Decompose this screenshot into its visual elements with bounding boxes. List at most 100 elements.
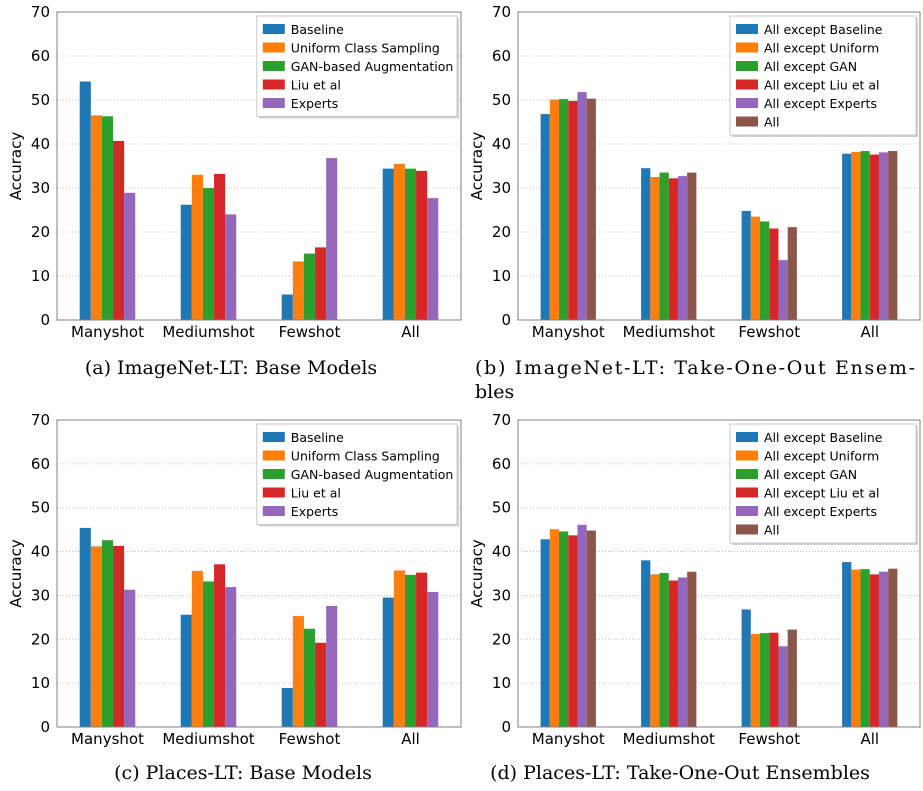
legend-label: All except Baseline bbox=[764, 430, 883, 445]
legend-box bbox=[729, 15, 917, 136]
bar bbox=[202, 188, 215, 320]
bar bbox=[315, 247, 327, 320]
plot-frame bbox=[517, 11, 921, 321]
x-tick-label: Mediumshot bbox=[162, 730, 254, 748]
y-tick-label: 0 bbox=[501, 718, 511, 736]
legend-swatch bbox=[262, 487, 285, 498]
bar bbox=[586, 98, 596, 321]
legend-swatch bbox=[736, 524, 758, 535]
legend-box bbox=[256, 15, 458, 117]
y-tick-label: 10 bbox=[492, 267, 511, 285]
y-tick-label: 20 bbox=[492, 630, 511, 648]
bar bbox=[750, 216, 761, 320]
bar bbox=[214, 173, 226, 320]
bar bbox=[559, 99, 569, 321]
plot-frame bbox=[56, 11, 462, 321]
y-tick-label: 70 bbox=[31, 411, 50, 429]
bar bbox=[214, 564, 226, 727]
legend-label: Uniform Class Sampling bbox=[291, 449, 440, 464]
bar bbox=[292, 616, 304, 727]
bar bbox=[668, 580, 678, 727]
bar bbox=[659, 172, 669, 320]
y-tick-label: 70 bbox=[492, 3, 511, 21]
x-tick-label: Manyshot bbox=[71, 730, 144, 748]
bar bbox=[549, 99, 560, 320]
y-tick-label: 70 bbox=[31, 3, 50, 21]
caption-continued: bles bbox=[475, 381, 514, 403]
x-tick-label: Mediumshot bbox=[162, 323, 254, 341]
legend-label: All except Uniform bbox=[764, 449, 879, 464]
bar bbox=[586, 530, 596, 727]
legend-box bbox=[256, 423, 458, 525]
y-tick-label: 50 bbox=[492, 91, 511, 109]
legend-label: All except Baseline bbox=[764, 22, 883, 37]
bar bbox=[778, 260, 788, 320]
y-tick-label: 50 bbox=[31, 91, 50, 109]
bar bbox=[404, 574, 417, 727]
bar bbox=[90, 115, 102, 321]
bar bbox=[124, 589, 136, 727]
caption: (c) Places-LT: Base Models bbox=[114, 762, 372, 784]
legend-swatch bbox=[736, 469, 758, 479]
bar bbox=[101, 116, 114, 320]
y-tick-label: 30 bbox=[492, 179, 511, 197]
legend-swatch bbox=[262, 79, 285, 90]
legend-swatch bbox=[736, 487, 758, 498]
legend-swatch bbox=[736, 24, 758, 34]
legend-label: All except Uniform bbox=[764, 41, 879, 56]
bar bbox=[842, 153, 852, 320]
y-tick-label: 30 bbox=[31, 586, 50, 604]
bar bbox=[326, 158, 338, 320]
bar bbox=[292, 261, 304, 320]
legend-label: Baseline bbox=[291, 22, 344, 37]
bar bbox=[568, 535, 578, 727]
bar bbox=[281, 294, 293, 320]
bar bbox=[641, 560, 651, 727]
legend-label: All except Experts bbox=[764, 504, 877, 519]
legend-label: Experts bbox=[291, 96, 338, 111]
bar bbox=[79, 81, 91, 321]
bar bbox=[650, 574, 660, 727]
panel-places-base-models: 0 10 20 30 40 50 60 70 Accuracy Manyshot Mediumsho… bbox=[7, 411, 462, 784]
legend-swatch bbox=[262, 450, 285, 461]
bar bbox=[677, 176, 688, 320]
y-tick-label: 60 bbox=[492, 455, 511, 473]
y-tick-label: 0 bbox=[40, 311, 50, 329]
legend-label: All except GAN bbox=[764, 59, 857, 74]
y-tick-label: 60 bbox=[31, 47, 50, 65]
y-tick-label: 50 bbox=[492, 499, 511, 517]
bar bbox=[760, 633, 770, 727]
bar bbox=[124, 192, 136, 320]
bar bbox=[393, 163, 405, 320]
bar bbox=[382, 597, 394, 727]
legend-swatch bbox=[736, 432, 758, 442]
legend-label: Uniform Class Sampling bbox=[291, 41, 440, 56]
bar bbox=[416, 572, 428, 727]
x-tick-label: Mediumshot bbox=[623, 323, 715, 341]
bar bbox=[860, 151, 870, 320]
bar bbox=[303, 253, 316, 320]
bar bbox=[568, 100, 578, 320]
y-tick-label: 50 bbox=[31, 499, 50, 517]
x-tick-label: Manyshot bbox=[71, 323, 144, 341]
bar bbox=[559, 531, 569, 727]
bar bbox=[860, 569, 870, 727]
bar bbox=[427, 198, 439, 320]
bar bbox=[191, 174, 203, 320]
y-axis-label: Accuracy bbox=[468, 539, 486, 608]
panel-imagenet-take-one-out: 0 10 20 30 40 50 60 70 Accuracy Manyshot Mediumsho… bbox=[468, 3, 921, 403]
bar bbox=[750, 634, 761, 727]
y-tick-label: 0 bbox=[501, 311, 511, 329]
bar bbox=[888, 151, 898, 320]
legend-box bbox=[729, 423, 917, 544]
bar bbox=[90, 546, 102, 727]
y-tick-label: 0 bbox=[40, 718, 50, 736]
legend-swatch bbox=[262, 506, 285, 516]
legend-swatch bbox=[262, 61, 285, 71]
legend-label: GAN-based Augmentation bbox=[291, 59, 454, 74]
y-tick-label: 40 bbox=[31, 543, 50, 561]
bar bbox=[281, 687, 293, 727]
legend-swatch bbox=[736, 116, 758, 127]
y-axis-label: Accuracy bbox=[468, 132, 486, 201]
y-tick-label: 60 bbox=[31, 455, 50, 473]
